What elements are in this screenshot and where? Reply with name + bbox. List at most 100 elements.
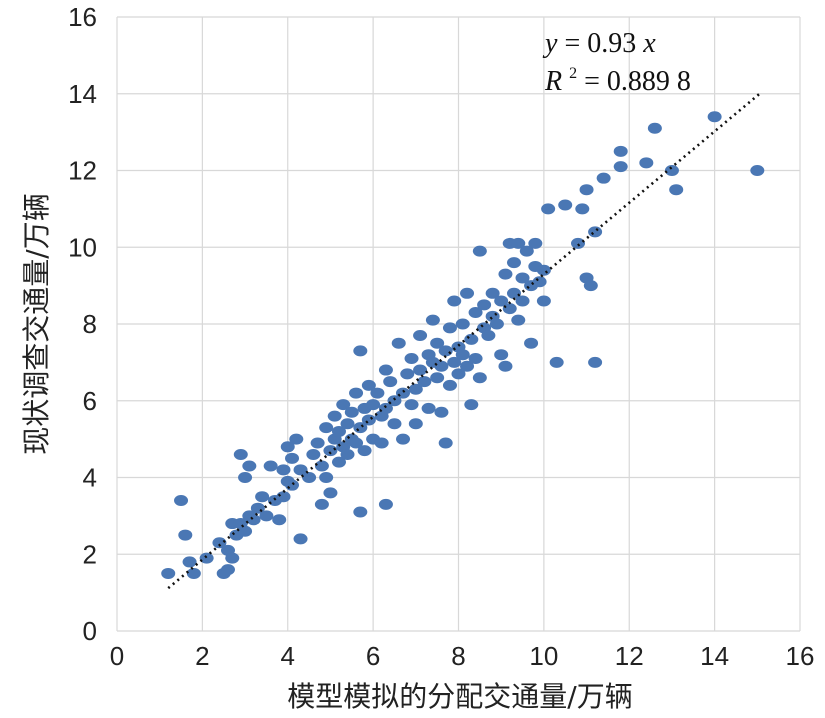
r-squared-equals: = [584,66,607,97]
data-point [549,356,564,368]
data-point [349,437,364,449]
data-point [468,353,483,365]
data-point [434,406,449,418]
data-point [511,237,526,249]
data-point [361,414,376,426]
x-tick-label: 2 [195,641,209,671]
data-point [455,349,470,361]
data-point [246,514,261,526]
data-point [186,567,201,579]
x-tick-label: 0 [110,641,124,671]
data-point [293,533,308,545]
data-point [494,295,509,307]
y-tick-label: 4 [83,463,97,493]
data-point [383,376,398,388]
data-point [588,356,603,368]
data-point [536,295,551,307]
x-tick-label: 8 [451,641,465,671]
data-point [515,272,530,284]
data-point [583,280,598,292]
data-point [285,479,300,491]
data-point [524,337,539,349]
data-point [434,360,449,372]
data-point [558,199,573,211]
data-point [255,491,270,503]
data-point [417,376,432,388]
y-tick-label: 14 [68,79,97,109]
data-points [161,111,765,579]
data-point [331,456,346,468]
x-tick-label: 6 [366,641,380,671]
data-point [391,337,406,349]
data-point [212,537,227,549]
data-point [447,295,462,307]
data-point [242,460,257,472]
y-tick-labels: 0 2 4 6 8 10 12 14 16 [68,2,97,646]
data-point [460,287,475,299]
x-tick-label: 12 [615,641,644,671]
data-point [451,368,466,380]
data-point [396,433,411,445]
data-point [225,552,240,564]
data-point [613,161,628,173]
equation-coefficient: 0.93 [587,28,636,59]
data-point [319,472,334,483]
data-point [349,387,364,399]
data-point [669,184,684,196]
r-squared-superscript: 2 [569,65,577,82]
data-point [174,495,189,507]
data-point [477,299,492,311]
y-tick-label: 0 [83,616,97,646]
data-point [280,441,295,453]
x-tick-label: 4 [281,641,295,671]
data-point [464,333,479,345]
x-tick-label: 10 [529,641,558,671]
data-point [353,506,368,518]
data-point [238,472,253,483]
data-point [613,145,628,157]
r-squared-value: 0.889 8 [607,66,691,97]
data-point [571,237,586,249]
data-point [481,330,496,342]
data-point [327,410,342,422]
data-point [447,356,462,368]
data-point [468,306,483,318]
data-point [378,498,393,510]
y-tick-label: 2 [83,539,97,569]
y-tick-label: 6 [83,386,97,416]
data-point [421,402,436,414]
data-point [413,330,428,342]
data-point [272,514,287,526]
data-point [498,360,513,372]
data-point [302,472,317,483]
data-point [319,422,334,434]
data-point [370,387,385,399]
data-point [199,552,214,564]
data-point [515,295,530,307]
data-point [357,445,372,457]
data-point [664,165,679,176]
data-point [430,337,445,349]
data-point [336,399,351,411]
data-point [464,399,479,411]
data-point [413,364,428,376]
data-point [289,433,304,445]
data-point [306,448,321,460]
data-point [259,510,274,522]
data-point [263,460,278,472]
data-point [579,184,594,196]
data-point [575,203,590,215]
data-point [366,399,381,411]
y-tick-label: 16 [68,2,97,32]
data-point [323,445,338,457]
data-point [404,399,419,411]
x-axis-title: 模型模拟的分配交通量/万辆 [287,680,632,713]
data-point [596,172,611,184]
data-point [396,387,411,399]
data-point [404,353,419,365]
data-point [361,379,376,391]
data-point [588,226,603,238]
equation-equals: = [564,28,587,59]
data-point [387,418,402,430]
